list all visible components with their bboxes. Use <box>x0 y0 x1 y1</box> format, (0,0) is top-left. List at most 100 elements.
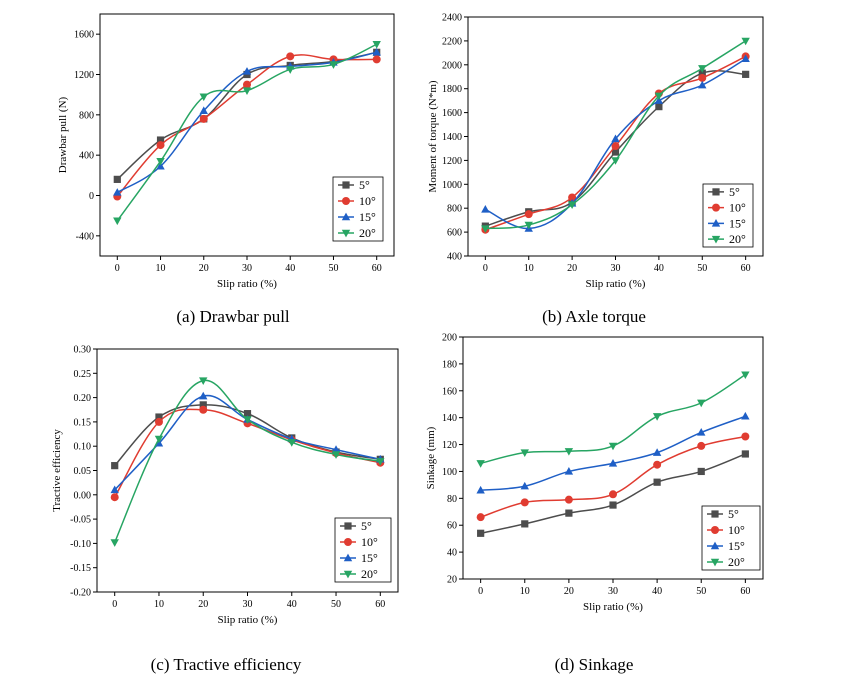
data-point <box>329 61 338 69</box>
data-point <box>741 37 750 46</box>
x-tick-label: 40 <box>285 263 295 274</box>
legend-item: 20° <box>707 555 745 569</box>
data-point <box>652 448 662 456</box>
legend-item: 15° <box>338 210 376 224</box>
legend: 5° 10° 15° 20° <box>332 176 384 242</box>
data-point <box>111 462 119 470</box>
legend-swatch-marker <box>712 203 720 212</box>
data-point <box>654 92 664 101</box>
legend-label: 20° <box>361 567 378 581</box>
x-tick-label: 50 <box>696 586 706 597</box>
data-point <box>608 458 618 467</box>
legend-swatch-marker <box>343 570 353 579</box>
legend-item: 5° <box>340 519 372 533</box>
x-axis-label: Slip ratio (%) <box>583 601 643 613</box>
data-point <box>698 73 707 82</box>
legend-swatch-marker <box>342 181 350 189</box>
data-point <box>524 221 533 230</box>
data-point <box>741 411 750 420</box>
data-point <box>611 148 620 156</box>
y-tick-label: 0.10 <box>74 442 92 453</box>
chart-panel-3: 0 10 20 30 40 50 60 -0.20 -0.15 -0.10 -0.05 0.00 0.0… <box>51 345 399 674</box>
data-point <box>609 490 617 499</box>
series-1 <box>477 450 749 537</box>
data-point <box>286 66 295 74</box>
chart-panel-2: 0 10 20 30 40 50 60 400 600 800 1000 1200 1400 1600 18… <box>427 13 764 326</box>
legend-item: 20° <box>338 226 376 240</box>
data-point <box>199 391 208 400</box>
y-tick-label: 1200 <box>74 70 94 81</box>
legend-item: 20° <box>340 567 378 581</box>
y-tick-label: 2200 <box>442 36 462 47</box>
y-tick-label: -0.10 <box>70 539 91 550</box>
legend-swatch-marker <box>341 212 351 221</box>
y-tick-label: 160 <box>442 386 457 397</box>
legend-swatch-marker <box>712 188 720 196</box>
y-tick-label: 20 <box>447 575 457 586</box>
legend-swatch-marker <box>343 553 353 562</box>
y-tick-label: -0.05 <box>70 515 91 526</box>
data-point <box>521 520 529 528</box>
x-tick-label: 0 <box>112 599 117 610</box>
data-point <box>609 501 617 509</box>
x-tick-label: 30 <box>611 263 621 274</box>
data-point <box>113 188 122 196</box>
panel-caption: (d) Sinkage <box>555 655 634 674</box>
data-point <box>242 87 252 96</box>
data-point <box>568 193 577 202</box>
y-tick-label: 800 <box>447 204 462 215</box>
data-point <box>611 142 620 151</box>
legend-swatch-marker <box>711 526 719 534</box>
data-point <box>697 428 706 436</box>
data-point <box>655 103 663 111</box>
data-point <box>564 467 574 475</box>
x-axis-label: Slip ratio (%) <box>586 278 646 290</box>
data-point <box>611 134 620 143</box>
x-tick-label: 60 <box>375 599 385 610</box>
legend-label: 20° <box>728 555 745 569</box>
legend-box <box>702 183 754 248</box>
y-axis-label: Drawbar pull (N) <box>57 96 69 173</box>
data-point <box>520 449 529 458</box>
y-tick-label: 1600 <box>442 108 462 119</box>
chart-panel-1: 0 10 20 30 40 50 60 -400 0 400 800 1200 1600 Slip rat… <box>57 13 395 326</box>
data-point <box>567 201 577 210</box>
y-tick-label: 600 <box>447 228 462 239</box>
legend-item: 10° <box>340 535 378 549</box>
x-tick-label: 0 <box>483 263 488 274</box>
x-tick-label: 0 <box>115 263 120 274</box>
x-tick-label: 20 <box>199 263 209 274</box>
series-2 <box>113 52 381 201</box>
y-tick-label: 120 <box>442 440 457 451</box>
data-point <box>653 460 662 469</box>
data-point <box>243 80 251 89</box>
series-4 <box>110 377 385 547</box>
data-point <box>199 405 208 414</box>
legend-label: 20° <box>729 232 746 246</box>
data-point <box>154 435 164 444</box>
y-tick-label: 0.05 <box>74 466 92 477</box>
data-point <box>476 460 485 468</box>
y-axis-label: Moment of torque (N*m) <box>427 80 439 192</box>
y-tick-label: 100 <box>442 467 457 478</box>
data-point <box>199 93 208 102</box>
x-tick-label: 30 <box>243 599 253 610</box>
x-tick-label: 40 <box>654 263 664 274</box>
series-1 <box>111 401 384 470</box>
data-point <box>331 445 341 453</box>
legend-label: 5° <box>729 185 740 199</box>
data-point <box>524 210 533 219</box>
x-tick-label: 60 <box>740 586 750 597</box>
data-point <box>156 141 165 150</box>
legend-label: 10° <box>359 194 376 208</box>
data-point <box>199 114 208 123</box>
data-point <box>741 432 750 441</box>
x-tick-label: 50 <box>328 263 338 274</box>
legend: 5° 10° 15° 20° <box>334 517 392 583</box>
y-tick-label: 0.20 <box>74 393 92 404</box>
x-tick-label: 40 <box>287 599 297 610</box>
data-point <box>698 65 707 73</box>
y-tick-label: 0.00 <box>74 490 92 501</box>
legend-swatch-marker <box>342 197 350 205</box>
data-point <box>565 509 573 517</box>
